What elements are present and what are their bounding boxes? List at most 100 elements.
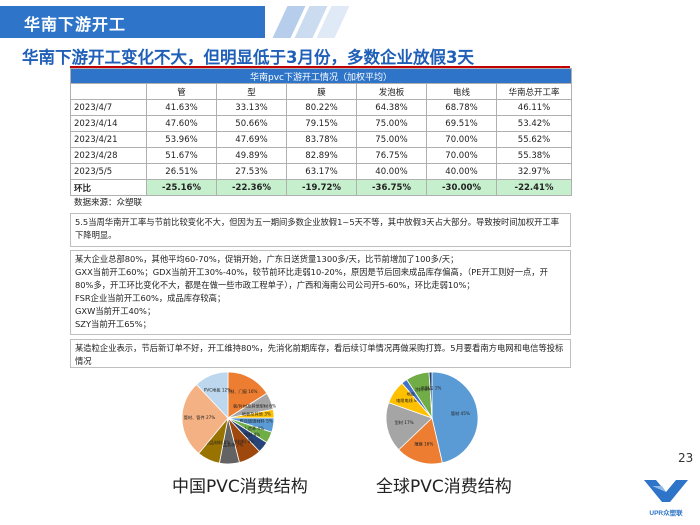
row-date: 2023/5/5 xyxy=(70,163,147,180)
section-header: 华南下游开工 xyxy=(0,0,700,44)
rate-cell: 70.00% xyxy=(426,147,497,164)
company-details: 某大企业总部80%，其他平均60-70%，促销开始，广东日送货量1300多/天，… xyxy=(70,250,571,335)
section-header-band xyxy=(0,6,265,38)
page-number: 23 xyxy=(678,451,694,465)
column-header: 型 xyxy=(216,83,287,100)
rate-cell: 75.00% xyxy=(356,131,427,148)
rate-cell: 50.66% xyxy=(216,115,287,132)
slice-label: 涂料 8% xyxy=(415,386,431,393)
slice-label: 板/片材及其他型材 6% xyxy=(233,403,276,410)
change-cell: -22.41% xyxy=(495,179,573,196)
slice-label: 包装材料 8% xyxy=(229,438,254,445)
detail-line: SZY当前开工65%； xyxy=(75,319,151,329)
table-row: 2023/4/14 47.60% 50.66% 79.15% 75.00% 69.51% 5… xyxy=(70,115,573,132)
rate-cell: 26.51% xyxy=(146,163,217,180)
rate-cell: 55.38% xyxy=(495,147,573,164)
slice-label: 薄膜 16% xyxy=(414,440,433,447)
column-header: 膜 xyxy=(286,83,357,100)
rate-cell: 79.15% xyxy=(286,115,357,132)
title-divider xyxy=(70,66,570,68)
pie-slice xyxy=(431,371,479,464)
rate-cell: 82.89% xyxy=(286,147,357,164)
rate-cell: 47.69% xyxy=(216,131,287,148)
rate-cell: 32.97% xyxy=(495,163,573,180)
data-source: 数据来源：众塑联 xyxy=(74,198,143,208)
china-pvc-pie-chart: 型材、门窗 16% 板/片材及其他型材 6%地板及其他 3%鞋及玻璃材料 5%人造… xyxy=(181,371,276,465)
detail-line: GXW当前开工40%； xyxy=(75,306,156,316)
rate-cell: 76.75% xyxy=(356,147,427,164)
global-pie-title: 全球PVC消费结构 xyxy=(376,477,512,497)
slice-label: 电缆料 4% xyxy=(240,431,261,438)
china-pie-title: 中国PVC消费结构 xyxy=(172,477,308,497)
pie-slice xyxy=(428,371,433,419)
column-header: 管 xyxy=(146,83,217,100)
row-date: 2023/4/28 xyxy=(70,147,147,164)
pie-slice xyxy=(398,417,443,465)
table-row: 2023/4/21 53.96% 47.69% 83.78% 75.00% 70.00% 5… xyxy=(70,131,573,148)
summary-text: 5.5当周华南开工率与节前比较变化不大，但因为五一期间多数企业放假1~5天不等，… xyxy=(75,217,560,240)
rate-cell: 53.96% xyxy=(146,131,217,148)
change-row: 环比 -25.16% -22.36% -19.72% -36.75% -30.00% -22… xyxy=(70,179,573,196)
column-header xyxy=(70,83,147,100)
page-headline: 华南下游开工变化不大，但明显低于3月份，多数企业放假3天 xyxy=(22,48,474,67)
detail-line: 某大企业总部80%，其他平均60-70%，促销开始，广东日送货量1300多/天，… xyxy=(75,254,459,264)
slice-label: 地板 2% xyxy=(407,390,423,397)
slice-label: 鞋及玻璃材料 5% xyxy=(240,417,273,424)
rate-cell: 83.78% xyxy=(286,131,357,148)
global-pvc-pie-chart: 管材 45% 薄膜 16% 型材 17% 电缆电线 8%地板 2%涂料 8%瓶制品 1… xyxy=(385,371,479,465)
rate-cell: 70.00% xyxy=(426,131,497,148)
column-header: 发泡板 xyxy=(356,83,427,100)
change-cell: -36.75% xyxy=(356,179,427,196)
change-cell: -22.36% xyxy=(216,179,287,196)
rate-cell: 51.67% xyxy=(146,147,217,164)
slice-label: 型材、门窗 16% xyxy=(226,388,258,395)
granule-text: 某造粒企业表示，节后新订单不好，开工维持80%，先消化前期库存，看后续订单情况再… xyxy=(75,343,564,366)
table-row: 2023/4/28 51.67% 49.89% 82.89% 76.75% 70.00% 5… xyxy=(70,147,573,164)
change-label: 环比 xyxy=(70,179,147,196)
slice-label: 软制品其他 7% xyxy=(214,442,243,449)
rate-cell: 80.22% xyxy=(286,99,357,116)
slice-label: 人造革 4% xyxy=(244,425,265,432)
rate-cell: 49.89% xyxy=(216,147,287,164)
pie-slice xyxy=(181,383,229,455)
change-cell: -30.00% xyxy=(426,179,497,196)
rate-cell: 69.51% xyxy=(426,115,497,132)
table-row: 2023/4/7 41.63% 33.13% 80.22% 64.38% 68.78% 46… xyxy=(70,99,573,116)
rate-cell: 40.00% xyxy=(426,163,497,180)
rate-cell: 33.13% xyxy=(216,99,287,116)
pvc-operating-rate-table: 华南pvc下游开工情况（加权平均） 管型膜发泡板 电线 华南总开工率 2023/4/… xyxy=(69,68,573,196)
pie-slice xyxy=(195,371,229,420)
granule-note: 某造粒企业表示，节后新订单不好，开工维持80%，先消化前期库存，看后续订单情况再… xyxy=(70,339,571,368)
rate-cell: 64.38% xyxy=(356,99,427,116)
rate-cell: 75.00% xyxy=(356,115,427,132)
rate-cell: 40.00% xyxy=(356,163,427,180)
column-header: 电线 xyxy=(426,83,497,100)
row-date: 2023/4/7 xyxy=(70,99,147,116)
rate-cell: 46.11% xyxy=(495,99,573,116)
slice-label: 软制品材料 8% xyxy=(201,439,230,446)
summary-note: 5.5当周华南开工率与节前比较变化不大，但因为五一期间多数企业放假1~5天不等，… xyxy=(70,213,571,247)
column-header: 华南总开工率 xyxy=(495,83,573,100)
rate-cell: 53.42% xyxy=(495,115,573,132)
company-logo: UPR众塑联 xyxy=(644,480,688,517)
rate-cell: 68.78% xyxy=(426,99,497,116)
change-cell: -25.16% xyxy=(146,179,217,196)
slice-label: 管材 45% xyxy=(451,410,470,417)
rate-cell: 47.60% xyxy=(146,115,217,132)
table-row: 2023/5/5 26.51% 27.53% 63.17% 40.00% 40.00% 32… xyxy=(70,163,573,180)
rate-cell: 55.62% xyxy=(495,131,573,148)
rate-cell: 41.63% xyxy=(146,99,217,116)
rate-cell: 27.53% xyxy=(216,163,287,180)
logo-text: UPR众塑联 xyxy=(649,508,683,517)
pie-slice xyxy=(227,371,268,419)
slice-label: PVC地板 12% xyxy=(204,386,231,393)
detail-line: GXX当前开工60%；GDX当前开工30%-40%，较节前环比走弱10-20%，… xyxy=(75,267,548,290)
row-date: 2023/4/21 xyxy=(70,131,147,148)
slice-label: 瓶制品 1% xyxy=(421,384,442,391)
slice-label: 型材 17% xyxy=(395,419,414,425)
pie-slice xyxy=(385,402,433,451)
row-date: 2023/4/14 xyxy=(70,115,147,132)
section-title: 华南下游开工 xyxy=(24,15,127,34)
table-title: 华南pvc下游开工情况（加权平均） xyxy=(69,68,573,84)
change-cell: -19.72% xyxy=(286,179,357,196)
